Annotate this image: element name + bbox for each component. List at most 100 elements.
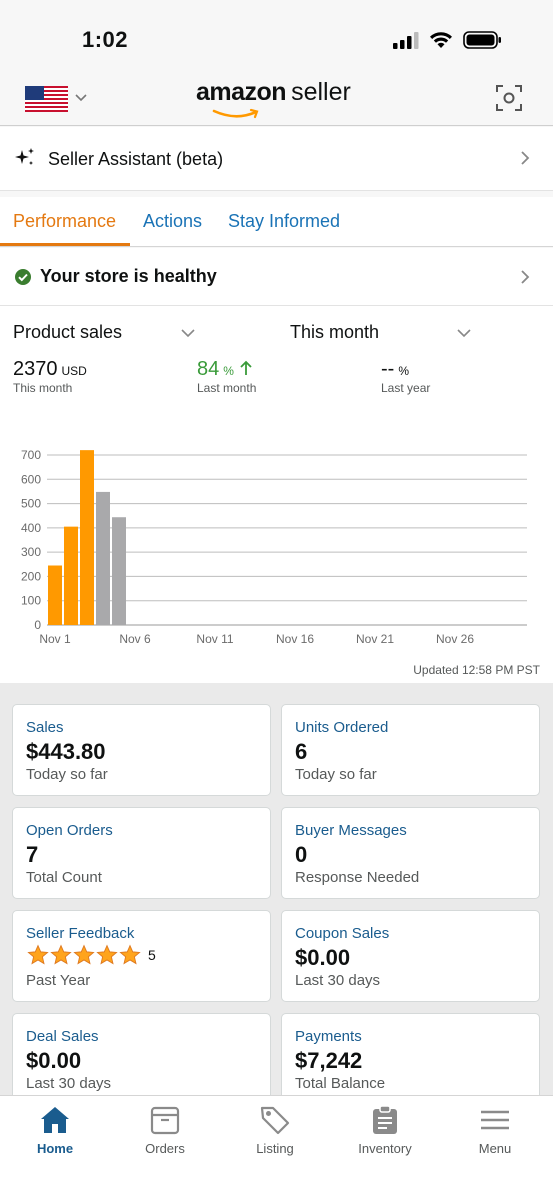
card-title: Payments <box>295 1028 362 1045</box>
battery-icon <box>463 31 501 49</box>
card-subtitle: Today so far <box>295 766 377 783</box>
card-open-orders[interactable]: Open Orders 7 Total Count <box>12 807 271 899</box>
x-tick-label: Nov 16 <box>276 632 314 646</box>
metric-label: This month <box>13 381 73 395</box>
tab-stay-informed[interactable]: Stay Informed <box>228 211 341 231</box>
card-value: 0 <box>295 842 308 867</box>
chart-bar <box>112 517 126 625</box>
status-time: 1:02 <box>82 27 129 52</box>
card-title: Deal Sales <box>26 1028 99 1045</box>
nav-label: Inventory <box>358 1141 412 1156</box>
hamburger-icon <box>481 1110 509 1130</box>
card-seller-feedback[interactable]: Seller Feedback 5 Past Year <box>12 910 271 1002</box>
y-tick-label: 500 <box>21 497 41 511</box>
metric-unit: % <box>398 364 409 378</box>
active-tab-indicator <box>0 243 130 246</box>
nav-menu[interactable]: Menu <box>440 1096 550 1176</box>
card-subtitle: Response Needed <box>295 869 420 886</box>
card-buyer-messages[interactable]: Buyer Messages 0 Response Needed <box>281 807 540 899</box>
y-tick-label: 300 <box>21 545 41 559</box>
card-value: $0.00 <box>26 1048 82 1073</box>
card-subtitle: Today so far <box>26 766 108 783</box>
x-tick-label: Nov 21 <box>356 632 394 646</box>
tab-actions[interactable]: Actions <box>143 211 203 231</box>
box-icon <box>150 1106 180 1135</box>
metric-unit: USD <box>61 364 87 378</box>
amazon-seller-logo: amazon seller <box>196 78 351 122</box>
tag-icon <box>260 1106 290 1135</box>
y-tick-label: 600 <box>21 472 41 486</box>
nav-label: Home <box>36 1141 74 1156</box>
card-title: Coupon Sales <box>295 925 390 942</box>
star-icon <box>27 944 49 965</box>
nav-inventory[interactable]: Inventory <box>330 1096 440 1176</box>
star-icon <box>96 944 118 965</box>
metric-select[interactable]: Product sales <box>13 322 123 342</box>
x-tick-label: Nov 1 <box>39 632 71 646</box>
performance-panel: Your store is healthy Product sales This… <box>0 248 553 683</box>
metric-label: Last month <box>197 381 257 395</box>
chart-bar <box>80 450 94 625</box>
card-title: Units Ordered <box>295 719 389 736</box>
nav-orders[interactable]: Orders <box>110 1096 220 1176</box>
check-circle-icon <box>15 269 31 285</box>
star-count: 5 <box>148 947 156 963</box>
store-health-row[interactable]: Your store is healthy <box>0 248 553 306</box>
metric-value: 84 <box>197 358 220 380</box>
seller-assistant-label: Seller Assistant (beta) <box>48 149 224 169</box>
scan-icon[interactable] <box>495 84 523 112</box>
star-icon <box>73 944 95 965</box>
store-health-label: Your store is healthy <box>40 266 217 286</box>
metric-cards: Sales $443.80 Today so far Units Ordered… <box>0 683 553 1095</box>
tab-bar: Performance Actions Stay Informed <box>0 197 553 247</box>
smile-arrow-icon <box>212 108 259 119</box>
updated-timestamp: Updated 12:58 PM PST <box>413 663 540 677</box>
card-value: 7 <box>26 842 39 867</box>
tab-performance[interactable]: Performance <box>13 211 117 231</box>
chevron-right-icon <box>521 270 530 284</box>
metric-last-month: 84% <box>197 358 253 381</box>
y-tick-label: 200 <box>21 569 41 583</box>
nav-label: Orders <box>145 1141 185 1156</box>
nav-label: Listing <box>256 1141 294 1156</box>
seller-assistant-row[interactable]: Seller Assistant (beta) <box>0 127 553 191</box>
metric-last-year: --% <box>381 358 409 381</box>
x-tick-label: Nov 6 <box>119 632 151 646</box>
chevron-down-icon[interactable] <box>456 326 472 340</box>
nav-listing[interactable]: Listing <box>220 1096 330 1176</box>
chevron-down-icon[interactable] <box>74 90 88 104</box>
card-title: Sales <box>26 719 64 736</box>
card-coupon-sales[interactable]: Coupon Sales $0.00 Last 30 days <box>281 910 540 1002</box>
status-icons <box>393 30 503 50</box>
card-payments[interactable]: Payments $7,242 Total Balance <box>281 1013 540 1095</box>
period-select[interactable]: This month <box>290 322 380 342</box>
y-tick-label: 700 <box>21 448 41 462</box>
chevron-down-icon[interactable] <box>180 326 196 340</box>
metric-this-month: 2370 USD <box>13 358 87 381</box>
nav-label: Menu <box>478 1141 512 1156</box>
card-units-ordered[interactable]: Units Ordered 6 Today so far <box>281 704 540 796</box>
card-subtitle: Total Balance <box>295 1075 386 1092</box>
clipboard-icon <box>373 1105 397 1134</box>
x-tick-label: Nov 11 <box>196 632 233 646</box>
nav-home[interactable]: Home <box>0 1096 110 1176</box>
us-flag-icon[interactable] <box>25 86 68 112</box>
chart-bar <box>48 565 62 625</box>
card-title: Seller Feedback <box>26 925 135 942</box>
card-value: 6 <box>295 739 308 764</box>
y-tick-label: 400 <box>21 521 41 535</box>
wifi-icon <box>430 32 452 48</box>
arrow-up-icon <box>240 360 253 375</box>
card-sales[interactable]: Sales $443.80 Today so far <box>12 704 271 796</box>
sparkle-icon <box>15 148 34 165</box>
card-deal-sales[interactable]: Deal Sales $0.00 Last 30 days <box>12 1013 271 1095</box>
card-title: Open Orders <box>26 822 113 839</box>
status-bar: 1:02 <box>0 0 553 70</box>
home-icon <box>41 1107 69 1133</box>
signal-icon <box>393 32 419 49</box>
bottom-nav: Home Orders Listing Inventory <box>0 1095 553 1200</box>
card-subtitle: Last 30 days <box>26 1075 112 1092</box>
star-icon <box>119 944 141 965</box>
card-value: $0.00 <box>295 945 351 970</box>
star-icon <box>50 944 72 965</box>
